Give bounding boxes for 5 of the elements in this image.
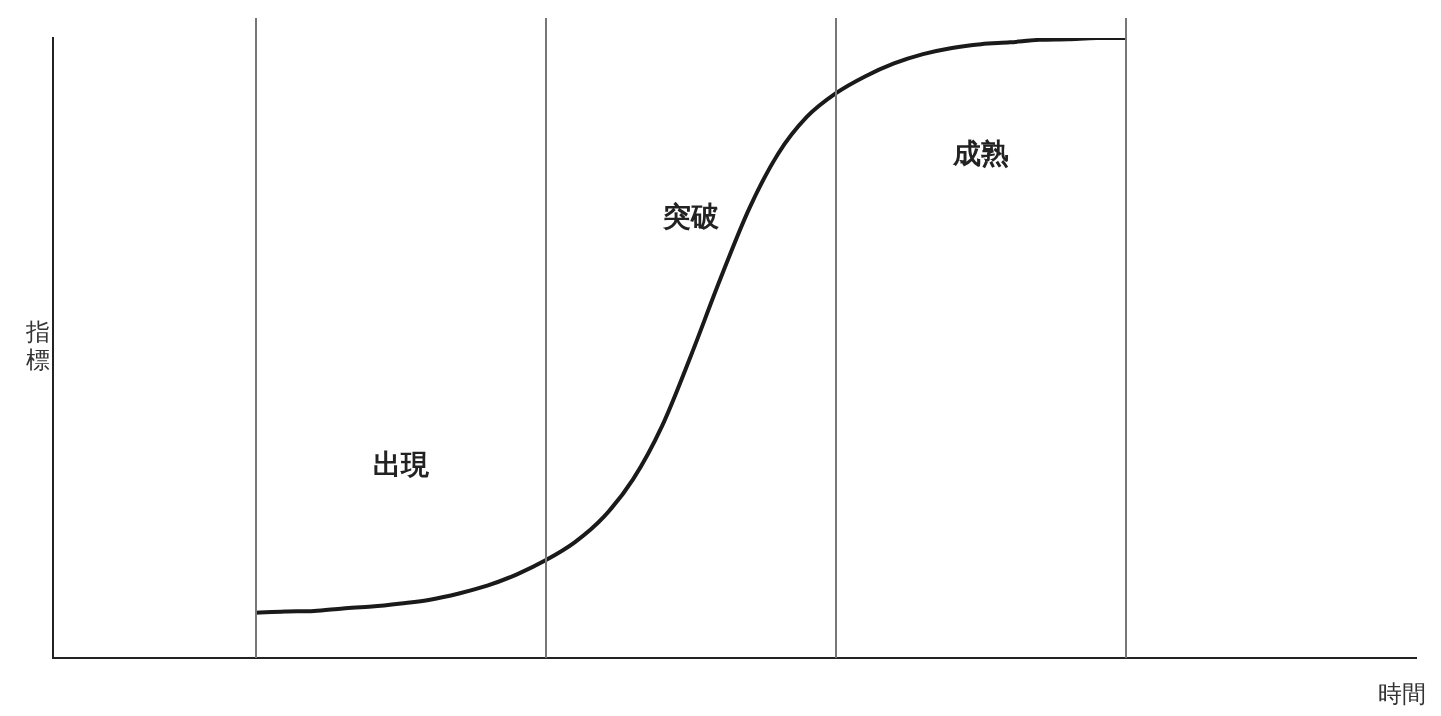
- annotation: 出現: [373, 448, 430, 482]
- annotation: 成熟: [952, 137, 1009, 171]
- y-axis-title: 指標: [25, 318, 50, 375]
- x-axis-title: 時間: [1378, 680, 1426, 709]
- annotation: 突破: [662, 200, 719, 234]
